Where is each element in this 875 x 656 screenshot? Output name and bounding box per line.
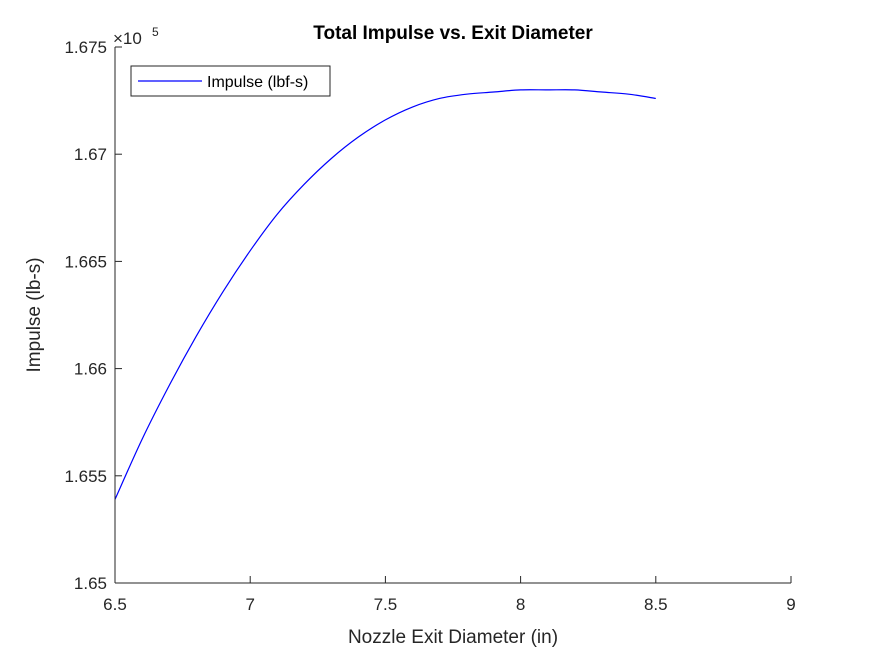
y-tick-label: 1.665 xyxy=(64,252,107,271)
y-tick-label: 1.675 xyxy=(64,38,107,57)
y-exponent-base: ×10 xyxy=(113,29,142,48)
y-tick-label: 1.65 xyxy=(74,574,107,593)
chart-title: Total Impulse vs. Exit Diameter xyxy=(313,23,593,44)
x-tick-label: 6.5 xyxy=(103,595,127,614)
axes-background xyxy=(115,47,791,583)
legend-entry-label: Impulse (lbf-s) xyxy=(207,74,308,91)
y-axis-label: Impulse (lb-s) xyxy=(24,257,45,372)
x-tick-label: 9 xyxy=(786,595,795,614)
x-axis-label: Nozzle Exit Diameter (in) xyxy=(348,627,558,648)
x-tick-label: 8.5 xyxy=(644,595,668,614)
tick-labels: 6.5 7 7.5 8 8.5 9 1.65 1.655 1.66 1.665 1.67 1.675 xyxy=(64,38,795,614)
y-tick-label: 1.67 xyxy=(74,145,107,164)
x-tick-label: 8 xyxy=(516,595,525,614)
x-tick-label: 7.5 xyxy=(374,595,398,614)
y-exponent: ×10 5 xyxy=(113,25,159,48)
series-line-impulse xyxy=(114,89,656,500)
legend: Impulse (lbf-s) xyxy=(130,65,331,97)
y-exponent-power: 5 xyxy=(152,25,159,39)
y-tick-label: 1.655 xyxy=(64,467,107,486)
plot-area xyxy=(114,47,791,583)
tick-marks xyxy=(114,46,792,584)
axes-frame xyxy=(114,47,791,584)
x-tick-label: 7 xyxy=(245,595,254,614)
y-tick-label: 1.66 xyxy=(74,360,107,379)
